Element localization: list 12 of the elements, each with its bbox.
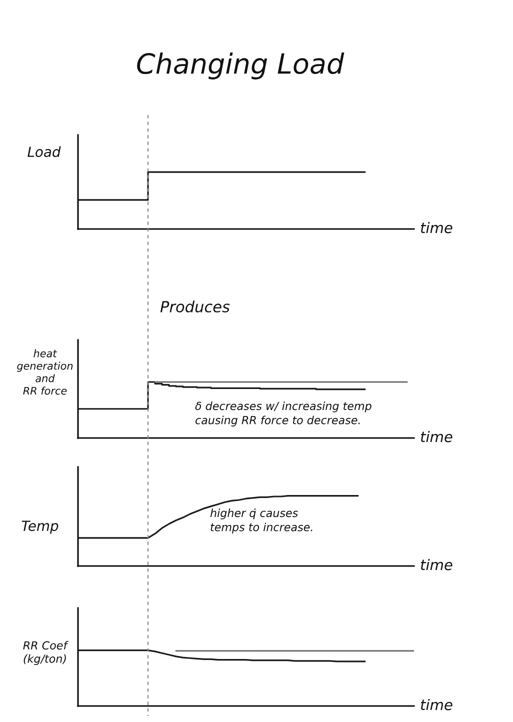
chart-title: Produces xyxy=(160,300,230,312)
y-axis-title: Load xyxy=(28,146,61,158)
x-axis-title: time xyxy=(420,430,452,442)
annotation: higher q̇ causes temps to increase. xyxy=(210,508,312,534)
annotation: δ decreases w/ increasing temp causing RR force to decrease. xyxy=(195,402,372,426)
x-axis-title: time xyxy=(420,558,452,570)
x-axis-title: time xyxy=(420,222,452,234)
y-axis-title: heat generation and RR force xyxy=(17,349,73,395)
y-axis-title: Temp xyxy=(22,520,58,534)
x-axis-title: time xyxy=(420,698,452,710)
y-axis-title: RR Coef (kg/ton) xyxy=(23,640,69,666)
chart-title: Changing Load xyxy=(137,52,344,80)
